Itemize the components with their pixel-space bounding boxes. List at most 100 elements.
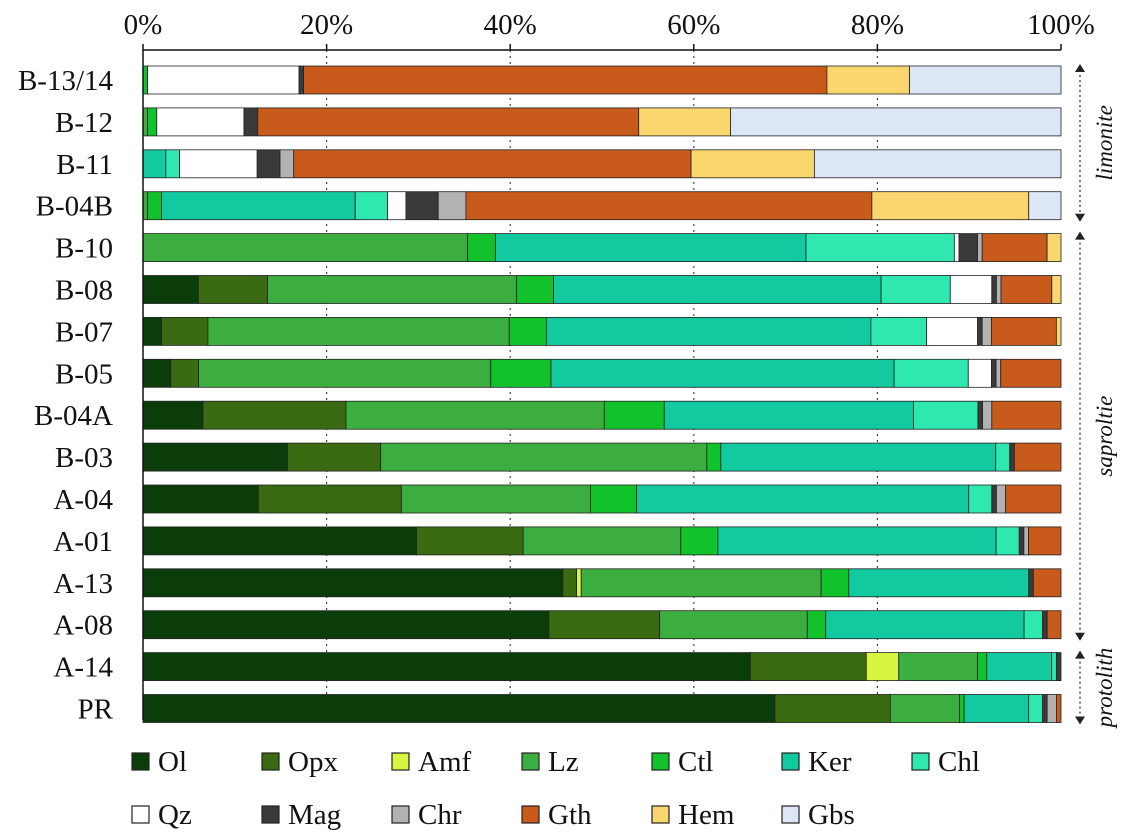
legend-label-chr: Chr [418, 799, 462, 831]
bar-segment-b-10-qz [953, 233, 960, 263]
bar-segment-a-01-opx [416, 526, 524, 556]
bar-segment-a-14-ctl [977, 652, 988, 681]
bar-segment-b-05-mag [991, 358, 997, 388]
bar-segment-b-10-hem [1046, 233, 1062, 263]
bar-segment-b-08-gth [1000, 275, 1053, 304]
zone-label-protolith: protolith [1092, 648, 1117, 730]
legend-label-ctl: Ctl [678, 746, 713, 778]
row-label-a-13: A-13 [53, 568, 113, 600]
bar-segment-pr-ker [963, 694, 1030, 723]
bar-segment-a-01-ol [142, 526, 417, 556]
bar-segment-b-05-ker [550, 358, 895, 388]
bar-segment-a-04-ol [142, 484, 259, 514]
bar-segment-b-13-14-gth [303, 65, 828, 95]
zone-limonite: limonite [1075, 64, 1117, 222]
legend-label-amf: Amf [418, 746, 472, 778]
bar-segment-a-01-chr [1023, 526, 1029, 556]
bar-segment-pr-ol [142, 694, 776, 723]
legend-swatch-amf [391, 752, 410, 771]
bar-segment-b-05-ol [142, 358, 172, 388]
bar-segment-b-04b-mag [405, 191, 439, 221]
bar-segment-b-03-gth [1014, 442, 1062, 472]
bar-segment-b-03-opx [287, 442, 382, 472]
bar-segment-pr-chl [1028, 694, 1043, 723]
row-label-b-04b: B-04B [36, 191, 113, 223]
bar-segment-a-01-chl [995, 526, 1020, 556]
bar-segment-b-10-chr [977, 233, 983, 263]
legend-label-gth: Gth [548, 799, 592, 831]
legend-item-qz: Qz [131, 799, 192, 831]
bar-segment-b-10-lz [142, 233, 468, 263]
bar-segment-pr-ctl [959, 694, 965, 723]
legend-swatch-gth [521, 805, 540, 824]
bar-segment-b-13-14-hem [826, 65, 910, 95]
bar-segment-b-08-chl [880, 275, 951, 304]
bar-segment-b-10-gth [981, 233, 1048, 263]
bar-segment-b-12-gbs [730, 107, 1062, 137]
bar-segment-b-07-ol [142, 316, 162, 346]
bar-segment-a-13-mag [1028, 568, 1034, 598]
bar-segment-a-14-amf [865, 652, 900, 681]
bar-segment-b-03-chl [995, 442, 1011, 472]
bar-segment-b-04b-ctl [147, 191, 162, 221]
bar-segment-b-04a-ctl [603, 400, 665, 430]
row-label-a-08: A-08 [53, 610, 113, 642]
x-tick-label-20: 20% [300, 9, 353, 41]
bar-segment-a-08-opx [548, 610, 661, 640]
bar-segment-b-04a-chr [982, 400, 993, 430]
bar-segment-a-08-ol [142, 610, 550, 640]
bar-row-a-04 [142, 484, 1062, 514]
legend-label-gbs: Gbs [808, 799, 855, 831]
bar-segment-pr-chr [1046, 694, 1057, 723]
row-label-b-08: B-08 [55, 275, 113, 307]
row-label-b-03: B-03 [55, 442, 113, 474]
legend-label-lz: Lz [548, 746, 579, 778]
bar-segment-b-05-chl [893, 358, 969, 388]
legend-item-gbs: Gbs [781, 799, 855, 831]
bar-row-pr [142, 694, 1062, 723]
legend-swatch-chr [391, 805, 410, 824]
bar-segment-b-03-ker [720, 442, 997, 472]
bar-row-b-04a [142, 400, 1062, 430]
bar-segment-pr-gth [1055, 694, 1062, 723]
bar-segment-b-07-mag [977, 316, 983, 346]
legend-swatch-lz [521, 752, 540, 771]
row-label-b-10: B-10 [55, 233, 113, 265]
bar-row-b-12 [142, 107, 1062, 137]
bar-segment-b-05-chr [995, 358, 1002, 388]
bar-segment-b-04b-chl [354, 191, 388, 221]
bar-segment-b-12-gth [257, 107, 640, 137]
bar-row-a-13 [142, 568, 1062, 598]
bar-segment-a-01-lz [522, 526, 682, 556]
bar-segment-b-08-ctl [516, 275, 554, 304]
legend-item-chl: Chl [911, 746, 980, 778]
bar-segment-b-07-ctl [508, 316, 547, 346]
bar-segment-a-13-ol [142, 568, 564, 598]
bar-segment-a-04-lz [400, 484, 591, 514]
bar-segment-a-13-gth [1032, 568, 1062, 598]
bar-row-b-13-14 [142, 65, 1062, 95]
bar-segment-b-07-lz [207, 316, 510, 346]
bar-segment-a-08-ker [825, 610, 1025, 640]
bar-segment-pr-opx [774, 694, 891, 723]
legend-item-ker: Ker [781, 746, 852, 778]
bar-segment-b-04a-mag [977, 400, 983, 430]
bar-segment-a-01-gth [1028, 526, 1062, 556]
x-tick-label-100: 100% [1027, 9, 1095, 41]
bar-segment-a-08-mag [1042, 610, 1048, 640]
bar-segment-b-07-opx [161, 316, 209, 346]
row-label-b-07: B-07 [55, 316, 113, 348]
bar-segment-a-13-ctl [820, 568, 850, 598]
x-axis-tick-labels: 0% 20% 40% 60% 80% 100% [124, 9, 1095, 50]
bar-segment-b-11-chr [279, 149, 295, 179]
legend-swatch-gbs [781, 805, 800, 824]
bar-segment-b-11-hem [690, 149, 815, 179]
bar-segment-b-04b-chr [437, 191, 467, 221]
bar-segment-b-05-gth [1000, 358, 1062, 388]
zone-arrowhead-top-saproltie [1075, 231, 1085, 240]
bar-row-b-04b [142, 191, 1062, 221]
bar-segment-b-10-mag [958, 233, 978, 263]
bar-segment-b-08-hem [1051, 275, 1062, 304]
legend-swatch-ol [131, 752, 150, 771]
